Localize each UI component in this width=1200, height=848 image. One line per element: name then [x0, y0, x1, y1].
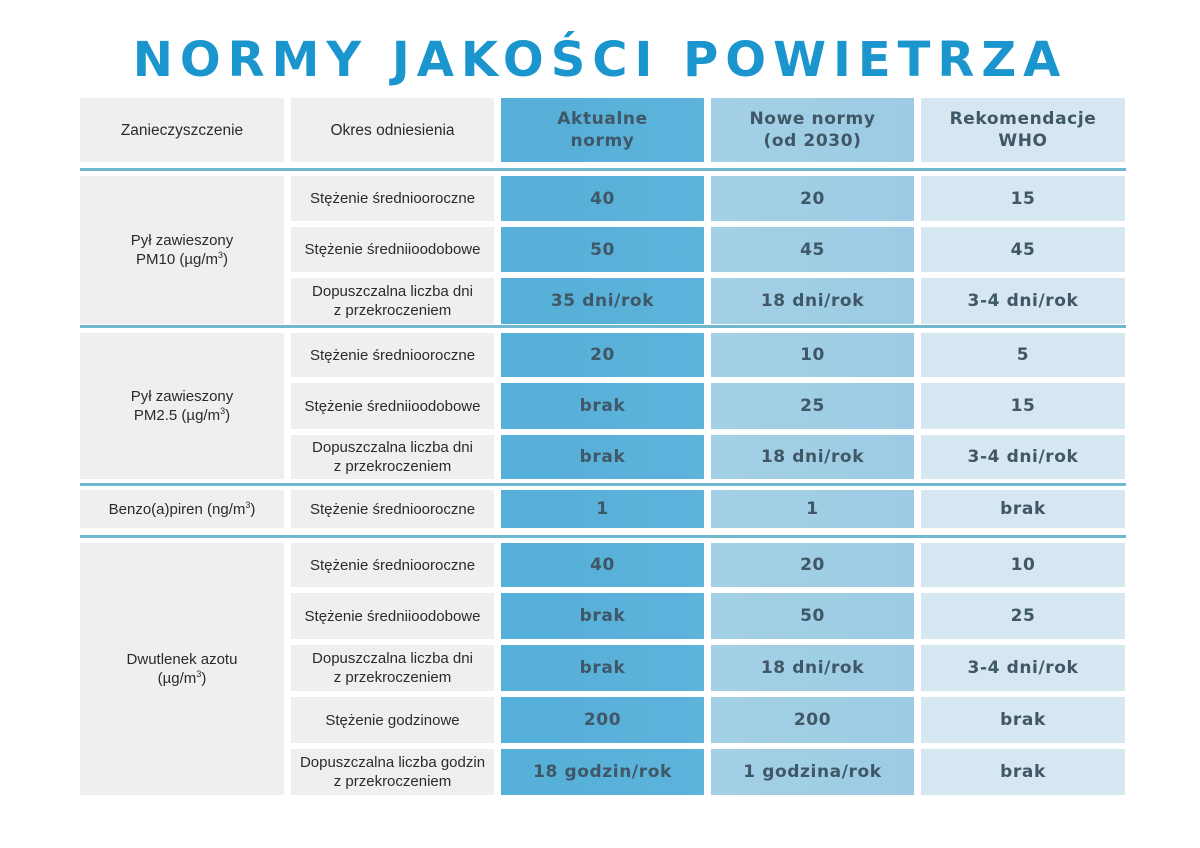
- who-value: brak: [921, 749, 1125, 795]
- separator: [80, 535, 1126, 538]
- current-value: brak: [501, 593, 704, 639]
- pollutant-name: Benzo(a)piren (ng/m3): [108, 499, 256, 518]
- who-value: 45: [921, 227, 1125, 272]
- period-cell: Stężenie średniooroczne: [291, 176, 494, 221]
- header-new-line2: (od 2030): [763, 131, 862, 151]
- period-cell: Dopuszczalna liczba dni z przekroczeniem: [291, 435, 494, 479]
- period-cell: Stężenie godzinowe: [291, 697, 494, 743]
- new-value: 1: [711, 490, 914, 528]
- current-value: brak: [501, 645, 704, 691]
- current-value: brak: [501, 383, 704, 429]
- period-line1: Dopuszczalna liczba dni: [312, 283, 473, 300]
- new-value: 20: [711, 543, 914, 587]
- pollutant-unit: PM2.5 (µg/m3): [133, 406, 231, 425]
- current-value: 35 dni/rok: [501, 278, 704, 324]
- pollutant-name: Pył zawieszony: [130, 388, 234, 405]
- new-value: 1 godzina/rok: [711, 749, 914, 795]
- who-value: 3-4 dni/rok: [921, 645, 1125, 691]
- header-period: Okres odniesienia: [291, 98, 494, 162]
- current-value: 40: [501, 176, 704, 221]
- new-value: 25: [711, 383, 914, 429]
- header-who-line2: WHO: [998, 131, 1048, 151]
- header-pollutant: Zanieczyszczenie: [80, 98, 284, 162]
- period-cell: Dopuszczalna liczba godzin z przekroczen…: [291, 749, 494, 795]
- who-value: 5: [921, 333, 1125, 377]
- period-line2: z przekroczeniem: [333, 773, 452, 790]
- pollutant-nitrogen-dioxide: Dwutlenek azotu (µg/m3): [80, 543, 284, 795]
- who-value: 25: [921, 593, 1125, 639]
- period-cell: Stężenie średniioodobowe: [291, 383, 494, 429]
- period-line2: z przekroczeniem: [333, 302, 452, 319]
- pollutant-unit: PM10 (µg/m3): [135, 250, 228, 269]
- separator: [80, 483, 1126, 486]
- header-current-line2: normy: [570, 131, 635, 151]
- current-value: 200: [501, 697, 704, 743]
- period-cell: Stężenie średniioodobowe: [291, 593, 494, 639]
- page-title: NORMY JAKOŚCI POWIETRZA: [132, 32, 1068, 88]
- header-who-line1: Rekomendacje: [949, 109, 1097, 129]
- who-value: 3-4 dni/rok: [921, 435, 1125, 479]
- new-value: 18 dni/rok: [711, 435, 914, 479]
- period-cell: Stężenie średniooroczne: [291, 333, 494, 377]
- current-value: 50: [501, 227, 704, 272]
- pollutant-pm10: Pył zawieszony PM10 (µg/m3): [80, 176, 284, 324]
- header-who: Rekomendacje WHO: [921, 98, 1125, 162]
- pollutant-name: Dwutlenek azotu: [126, 651, 238, 668]
- header-current-line1: Aktualne: [557, 109, 648, 129]
- who-value: brak: [921, 490, 1125, 528]
- period-line2: z przekroczeniem: [333, 669, 452, 686]
- new-value: 50: [711, 593, 914, 639]
- current-value: brak: [501, 435, 704, 479]
- who-value: 15: [921, 383, 1125, 429]
- period-cell: Stężenie średniooroczne: [291, 543, 494, 587]
- pollutant-unit: (µg/m3): [157, 669, 207, 688]
- header-new-line1: Nowe normy: [749, 109, 876, 129]
- current-value: 18 godzin/rok: [501, 749, 704, 795]
- new-value: 18 dni/rok: [711, 645, 914, 691]
- period-line1: Dopuszczalna liczba dni: [312, 439, 473, 456]
- header-current-norms: Aktualne normy: [501, 98, 704, 162]
- period-line2: z przekroczeniem: [333, 458, 452, 475]
- period-cell: Stężenie średniioodobowe: [291, 227, 494, 272]
- separator: [80, 168, 1126, 171]
- new-value: 10: [711, 333, 914, 377]
- current-value: 40: [501, 543, 704, 587]
- current-value: 20: [501, 333, 704, 377]
- who-value: 3-4 dni/rok: [921, 278, 1125, 324]
- new-value: 18 dni/rok: [711, 278, 914, 324]
- new-value: 20: [711, 176, 914, 221]
- separator: [80, 325, 1126, 328]
- who-value: 15: [921, 176, 1125, 221]
- who-value: brak: [921, 697, 1125, 743]
- period-cell: Dopuszczalna liczba dni z przekroczeniem: [291, 645, 494, 691]
- current-value: 1: [501, 490, 704, 528]
- header-new-norms: Nowe normy (od 2030): [711, 98, 914, 162]
- new-value: 200: [711, 697, 914, 743]
- period-line1: Dopuszczalna liczba godzin: [299, 754, 486, 771]
- who-value: 10: [921, 543, 1125, 587]
- period-cell: Dopuszczalna liczba dni z przekroczeniem: [291, 278, 494, 324]
- new-value: 45: [711, 227, 914, 272]
- pollutant-name: Pył zawieszony: [130, 232, 234, 249]
- period-line1: Dopuszczalna liczba dni: [312, 650, 473, 667]
- period-cell: Stężenie średniooroczne: [291, 490, 494, 528]
- pollutant-pm25: Pył zawieszony PM2.5 (µg/m3): [80, 333, 284, 479]
- pollutant-benzo-a-pyrene: Benzo(a)piren (ng/m3): [80, 490, 284, 528]
